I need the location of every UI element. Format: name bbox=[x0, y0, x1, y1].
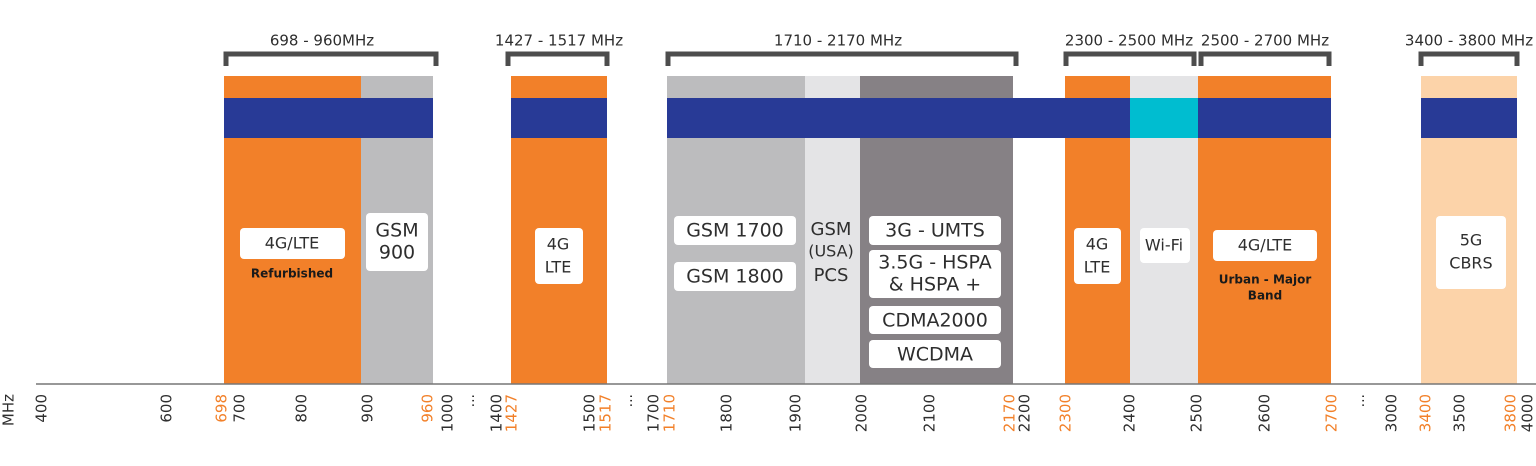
bracket bbox=[1198, 51, 1332, 66]
label-box bbox=[366, 213, 428, 271]
tick-label: 1900 bbox=[787, 394, 805, 432]
band-label: Band bbox=[1248, 289, 1282, 303]
label-box bbox=[1213, 230, 1317, 261]
tick-label: 2700 bbox=[1323, 394, 1341, 432]
strip bbox=[511, 98, 607, 138]
tick-label: 800 bbox=[293, 394, 311, 423]
band-label: CBRS bbox=[1449, 254, 1492, 273]
bracket bbox=[505, 51, 610, 66]
band-label: 3G - UMTS bbox=[885, 220, 985, 242]
bracket-label: 698 - 960MHz bbox=[270, 32, 374, 50]
bracket-label: 1427 - 1517 MHz bbox=[495, 32, 623, 50]
band-label: LTE bbox=[545, 258, 572, 277]
label-box bbox=[869, 306, 1001, 334]
tick-label: 2000 bbox=[853, 394, 871, 432]
tick-label: 2600 bbox=[1256, 394, 1274, 432]
bracket-label: 3400 - 3800 MHz bbox=[1405, 32, 1533, 50]
band-label: Urban - Major bbox=[1219, 273, 1312, 287]
tick-label: 3000 bbox=[1383, 394, 1401, 432]
tick-label: 1427 bbox=[503, 394, 521, 432]
band-label: & HSPA + bbox=[889, 274, 981, 296]
brackets bbox=[223, 51, 1520, 66]
band-label: 4G bbox=[547, 235, 570, 254]
band-label: CDMA2000 bbox=[882, 310, 988, 332]
tick-label: 1800 bbox=[718, 394, 736, 432]
label-box bbox=[1436, 216, 1506, 289]
strip bbox=[1130, 98, 1198, 138]
strip bbox=[1421, 98, 1517, 138]
band-label: GSM 1800 bbox=[686, 266, 784, 288]
tick-label: 960 bbox=[419, 394, 437, 423]
band-label: Wi-Fi bbox=[1145, 236, 1183, 255]
label-box bbox=[674, 262, 796, 291]
label-box bbox=[869, 216, 1001, 245]
strip bbox=[224, 98, 433, 138]
band-label: LTE bbox=[1084, 258, 1111, 277]
tick-label: 2100 bbox=[921, 394, 939, 432]
bracket bbox=[223, 51, 439, 66]
tick-label: 400 bbox=[33, 394, 51, 423]
label-box bbox=[1074, 228, 1121, 284]
band-label: WCDMA bbox=[897, 344, 973, 366]
tick-label: 698 bbox=[213, 394, 231, 423]
strip bbox=[1198, 98, 1331, 138]
band-label: PCS bbox=[814, 265, 849, 286]
band-label: (USA) bbox=[808, 242, 854, 261]
band-label: GSM bbox=[811, 219, 852, 240]
label-box bbox=[869, 250, 1001, 298]
axis-break: ... bbox=[1352, 394, 1368, 407]
label-box bbox=[674, 216, 796, 245]
bracket bbox=[1418, 51, 1520, 66]
band-label: GSM 1700 bbox=[686, 220, 784, 242]
tick-label: 4000 bbox=[1519, 394, 1536, 432]
strip bbox=[667, 98, 1130, 138]
tick-label: 2500 bbox=[1188, 394, 1206, 432]
axis-break: ... bbox=[620, 394, 636, 407]
bracket-label: 2300 - 2500 MHz bbox=[1065, 32, 1193, 50]
tick-label: 600 bbox=[158, 394, 176, 423]
tick-label: 2200 bbox=[1016, 394, 1034, 432]
label-box bbox=[535, 228, 583, 284]
label-box bbox=[869, 340, 1001, 368]
tick-label: 1700 bbox=[645, 394, 663, 432]
band-label: Refurbished bbox=[251, 267, 333, 281]
tick-label: 900 bbox=[359, 394, 377, 423]
bracket-label: 2500 - 2700 MHz bbox=[1201, 32, 1329, 50]
band-label: 4G/LTE bbox=[265, 234, 320, 253]
tick-label: 3800 bbox=[1502, 394, 1520, 432]
axis-unit: MHz bbox=[0, 394, 18, 426]
tick-label: 1500 bbox=[581, 394, 599, 432]
tick-label: 2300 bbox=[1057, 394, 1075, 432]
tick-label: 3500 bbox=[1451, 394, 1469, 432]
band-label: 900 bbox=[379, 242, 415, 264]
tick-label: 2400 bbox=[1121, 394, 1139, 432]
tick-label: 700 bbox=[231, 394, 249, 423]
tick-label: 1000 bbox=[439, 394, 457, 432]
tick-label: 2170 bbox=[1001, 394, 1019, 432]
bracket bbox=[1063, 51, 1197, 66]
bracket-label: 1710 - 2170 MHz bbox=[774, 32, 902, 50]
tick-label: 1400 bbox=[488, 394, 506, 432]
band-label: GSM bbox=[375, 220, 418, 242]
label-boxes bbox=[240, 213, 1506, 368]
tick-label: 1710 bbox=[661, 394, 679, 432]
tick-label: 1517 bbox=[597, 394, 615, 432]
band-label: 4G/LTE bbox=[1238, 236, 1293, 255]
band-label: 4G bbox=[1086, 235, 1109, 254]
band-label: 3.5G - HSPA bbox=[878, 252, 991, 274]
label-box bbox=[1140, 228, 1190, 263]
bracket bbox=[665, 51, 1019, 66]
band-label: 5G bbox=[1460, 231, 1483, 250]
label-box bbox=[240, 228, 345, 259]
axis-break: ... bbox=[462, 394, 478, 407]
tick-label: 3400 bbox=[1417, 394, 1435, 432]
